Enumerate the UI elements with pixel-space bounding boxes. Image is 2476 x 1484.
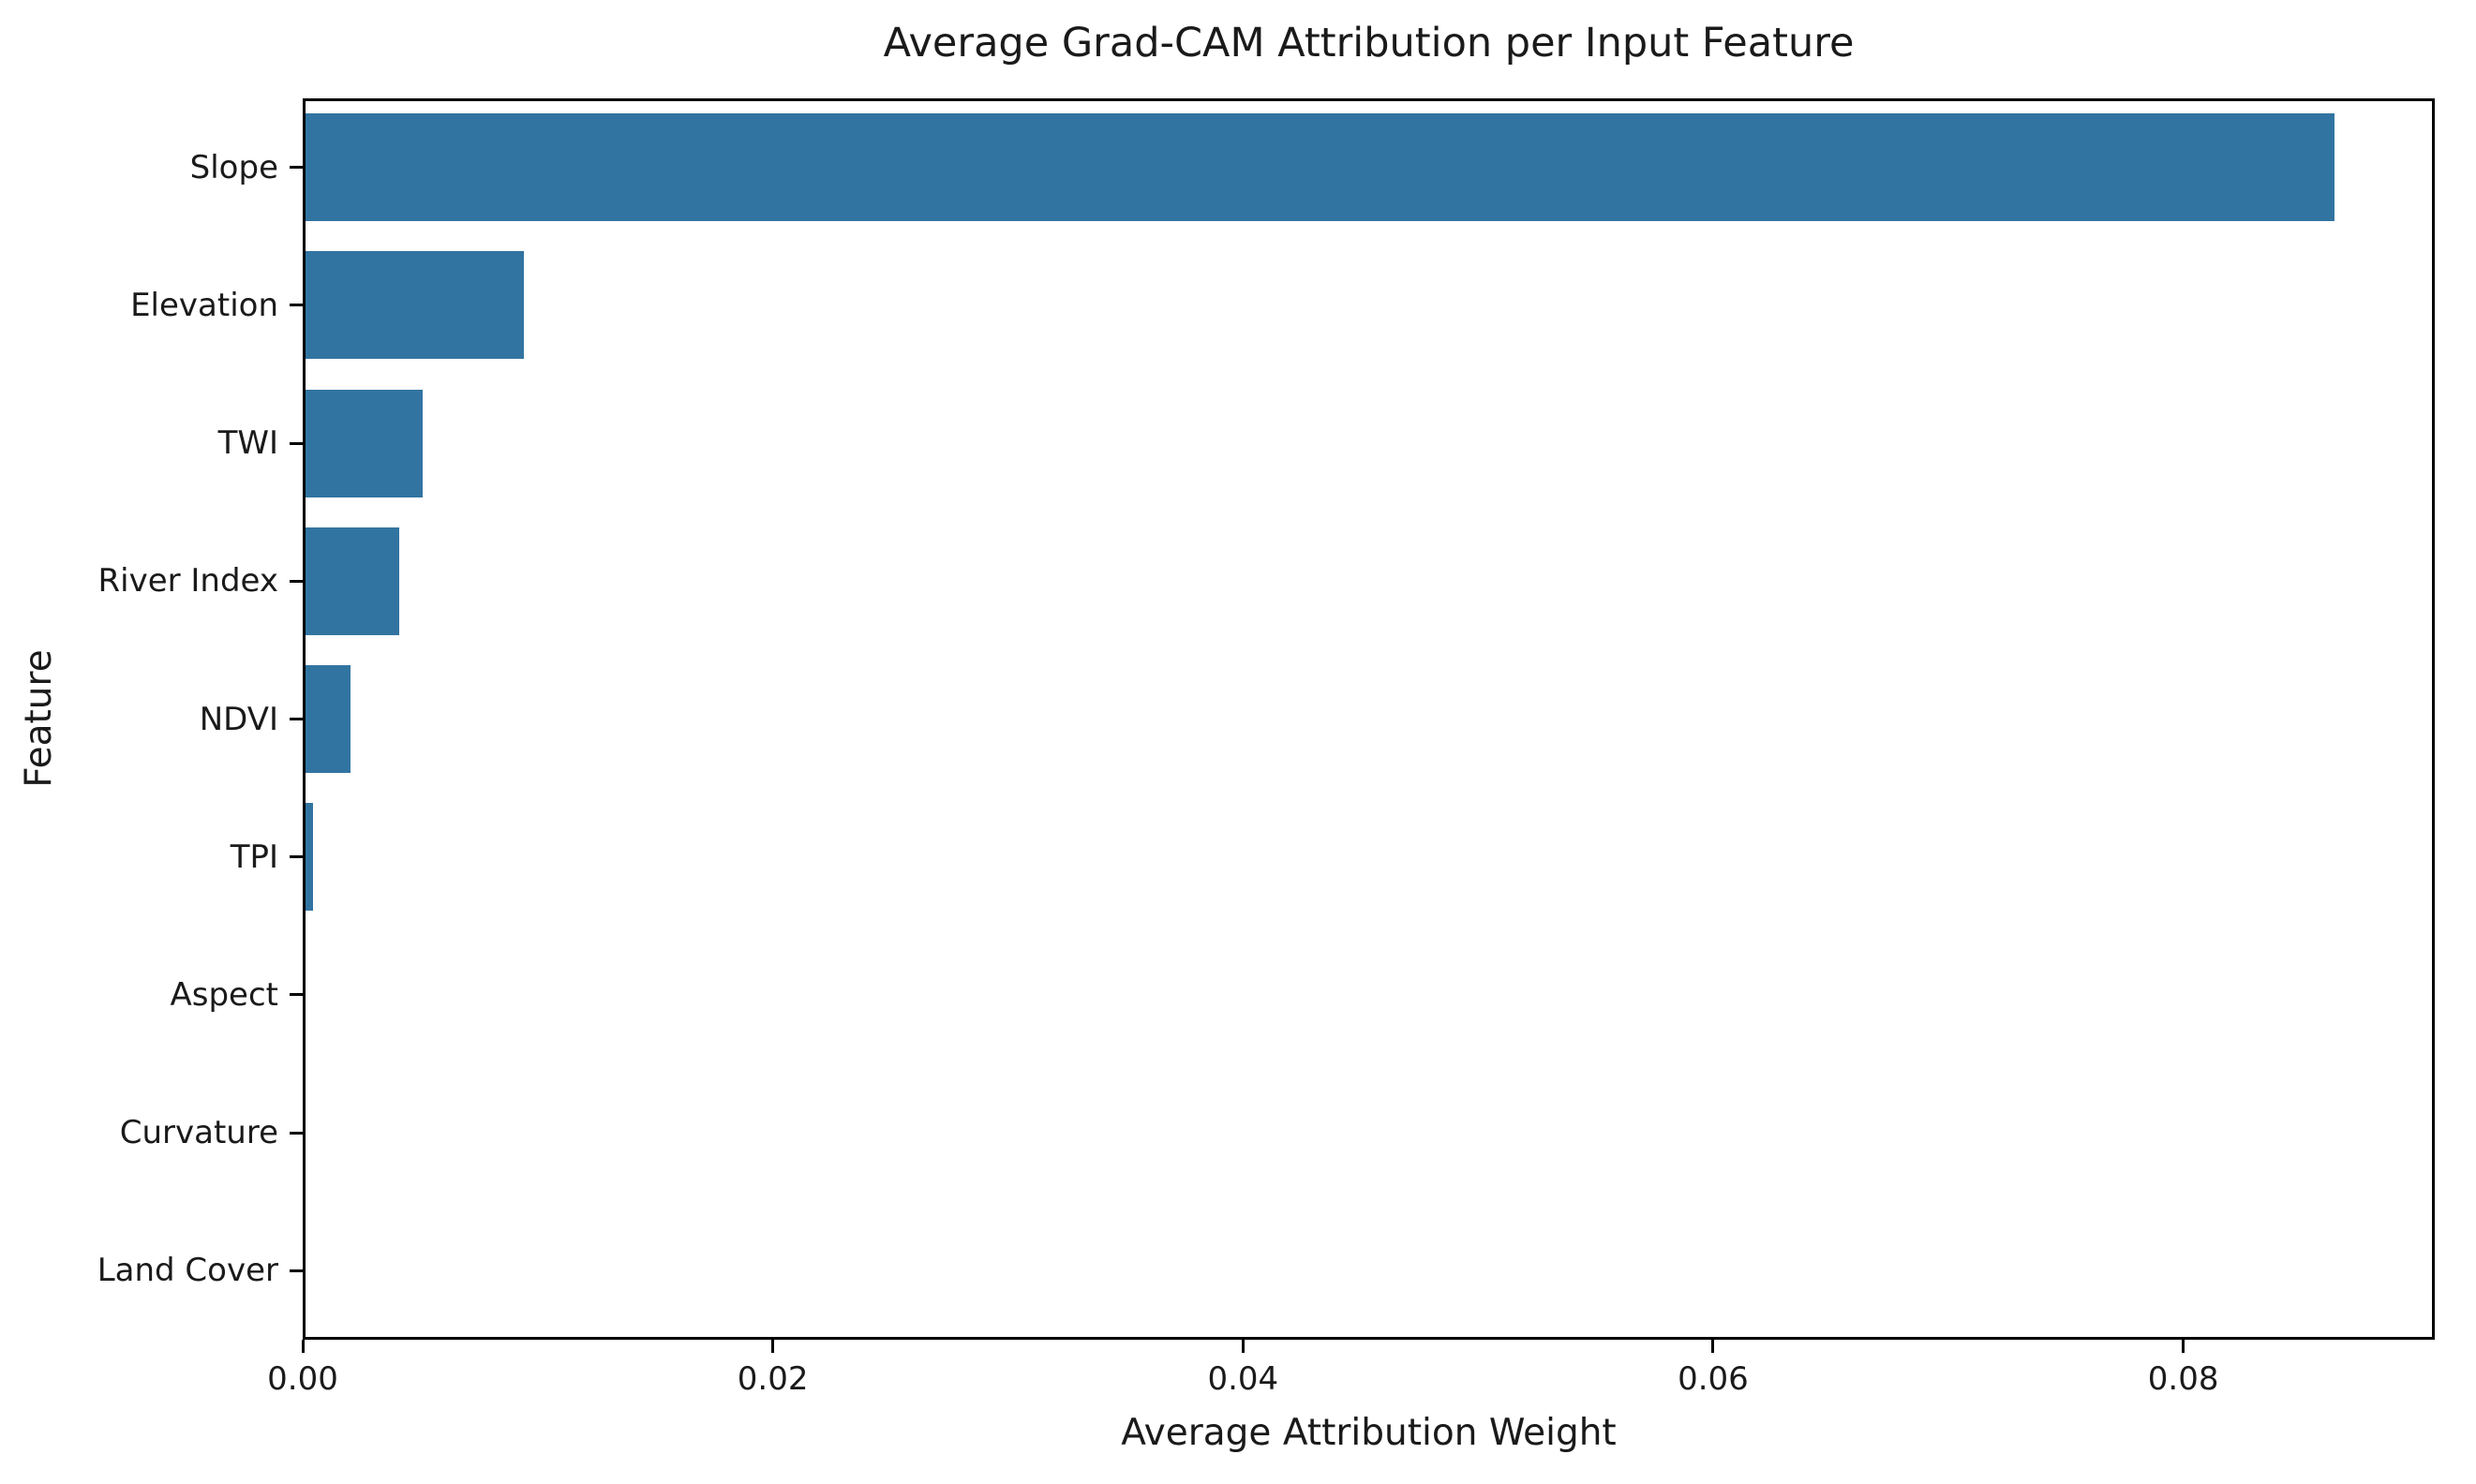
bar-tpi	[306, 803, 313, 912]
x-tick-label-0.02: 0.02	[737, 1360, 809, 1398]
y-tick-mark	[290, 855, 303, 859]
y-tick-label-land-cover: Land Cover	[97, 1252, 278, 1290]
bar-ndvi	[306, 665, 351, 773]
x-tick-mark	[301, 1340, 305, 1353]
x-tick-label-0.04: 0.04	[1207, 1360, 1279, 1398]
y-tick-label-ndvi: NDVI	[199, 700, 278, 738]
x-tick-label-0.00: 0.00	[267, 1360, 338, 1398]
y-tick-label-slope: Slope	[189, 148, 278, 186]
y-tick-mark	[290, 993, 303, 997]
y-tick-label-aspect: Aspect	[170, 975, 279, 1014]
y-tick-mark	[290, 166, 303, 170]
bar-elevation	[306, 251, 524, 360]
y-tick-mark	[290, 441, 303, 445]
y-tick-mark	[290, 579, 303, 583]
y-tick-label-river-index: River Index	[97, 562, 279, 601]
bar-river-index	[306, 527, 399, 635]
chart-title: Average Grad-CAM Attribution per Input F…	[883, 20, 1855, 67]
bar-twi	[306, 389, 423, 497]
bar-slope	[306, 113, 2334, 222]
y-tick-label-elevation: Elevation	[130, 286, 278, 324]
x-tick-mark	[1711, 1340, 1715, 1353]
x-axis-label: Average Attribution Weight	[1121, 1412, 1617, 1454]
plot-area	[303, 98, 2435, 1340]
y-tick-mark	[290, 1269, 303, 1272]
x-tick-mark	[2182, 1340, 2185, 1353]
y-tick-mark	[290, 304, 303, 307]
y-tick-mark	[290, 718, 303, 720]
y-tick-label-twi: TWI	[217, 424, 278, 463]
x-tick-mark	[771, 1340, 775, 1353]
y-tick-label-tpi: TPI	[230, 838, 278, 876]
y-tick-mark	[290, 1131, 303, 1135]
y-tick-label-curvature: Curvature	[119, 1114, 278, 1152]
x-tick-label-0.08: 0.08	[2147, 1360, 2219, 1398]
x-tick-mark	[1241, 1340, 1245, 1353]
x-tick-label-0.06: 0.06	[1678, 1360, 1749, 1398]
y-axis-label: Feature	[18, 649, 60, 788]
